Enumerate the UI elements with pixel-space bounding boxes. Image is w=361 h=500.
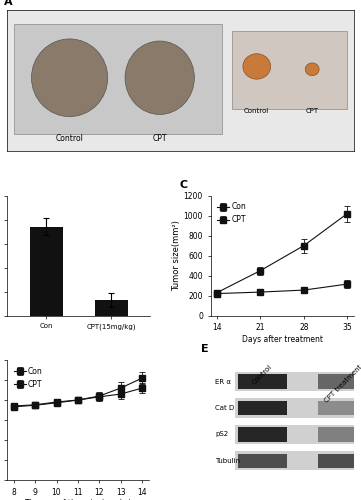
FancyBboxPatch shape: [14, 24, 222, 134]
Ellipse shape: [125, 41, 194, 115]
Text: Tubulin: Tubulin: [215, 458, 240, 464]
FancyBboxPatch shape: [318, 374, 361, 389]
Text: Control: Control: [252, 364, 274, 386]
Text: CPT: CPT: [306, 108, 319, 114]
Text: ER α: ER α: [215, 378, 231, 384]
X-axis label: Days after treatment: Days after treatment: [242, 335, 323, 344]
Text: E: E: [201, 344, 209, 354]
FancyBboxPatch shape: [238, 427, 287, 442]
FancyBboxPatch shape: [235, 451, 361, 470]
Text: C: C: [179, 180, 187, 190]
FancyBboxPatch shape: [235, 425, 361, 444]
Text: A: A: [4, 0, 12, 7]
Bar: [30, 227, 62, 316]
FancyBboxPatch shape: [318, 427, 361, 442]
Ellipse shape: [243, 54, 271, 79]
FancyBboxPatch shape: [318, 454, 361, 468]
FancyBboxPatch shape: [232, 31, 347, 109]
FancyBboxPatch shape: [235, 398, 361, 417]
Text: pS2: pS2: [215, 432, 228, 438]
FancyBboxPatch shape: [238, 401, 287, 415]
Ellipse shape: [305, 63, 319, 76]
Bar: [95, 300, 128, 316]
Text: Control: Control: [244, 108, 269, 114]
Ellipse shape: [31, 39, 108, 117]
FancyBboxPatch shape: [238, 374, 287, 389]
FancyBboxPatch shape: [238, 454, 287, 468]
FancyBboxPatch shape: [235, 372, 361, 391]
Legend: Con, CPT: Con, CPT: [11, 364, 45, 392]
Text: CPT treatment: CPT treatment: [323, 364, 361, 404]
FancyBboxPatch shape: [318, 401, 361, 415]
Text: Control: Control: [56, 134, 83, 142]
Text: Cat D: Cat D: [215, 405, 234, 411]
Legend: Con, CPT: Con, CPT: [214, 200, 249, 228]
Text: CPT: CPT: [152, 134, 167, 142]
Y-axis label: Tumor size(mm²): Tumor size(mm²): [172, 220, 181, 291]
